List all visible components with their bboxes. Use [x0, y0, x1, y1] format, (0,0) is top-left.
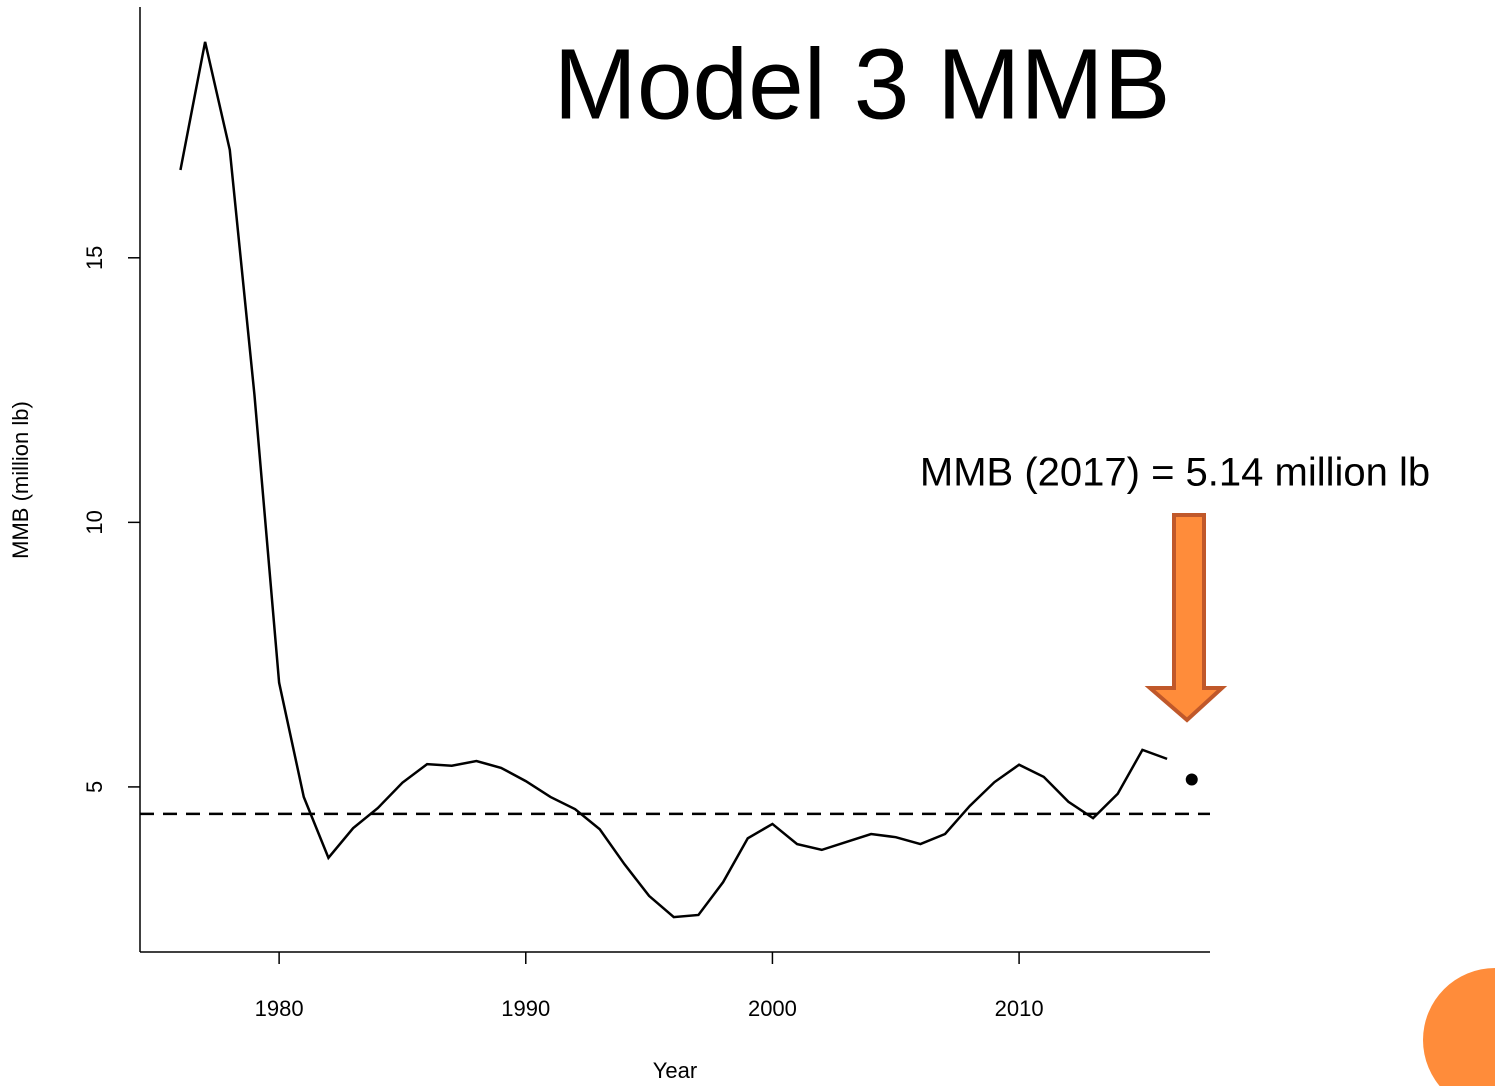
y-axis-label: MMB (million lb) [8, 401, 33, 559]
y-tick-label: 5 [82, 781, 107, 793]
x-tick-label: 2000 [748, 996, 797, 1021]
x-tick-label: 1990 [501, 996, 550, 1021]
chart-title: Model 3 MMB [554, 28, 1171, 140]
y-tick-label: 15 [82, 246, 107, 270]
data-point [1185, 773, 1198, 786]
data-line [179, 41, 1168, 919]
y-tick-label: 10 [82, 510, 107, 534]
x-axis-label: Year [653, 1058, 697, 1083]
decoration-circle [1423, 968, 1495, 1086]
annotation: MMB (2017) = 5.14 million lb [920, 451, 1430, 495]
x-tick-label: 2010 [995, 996, 1044, 1021]
arrow [1144, 513, 1228, 723]
x-tick-label: 1980 [255, 996, 304, 1021]
